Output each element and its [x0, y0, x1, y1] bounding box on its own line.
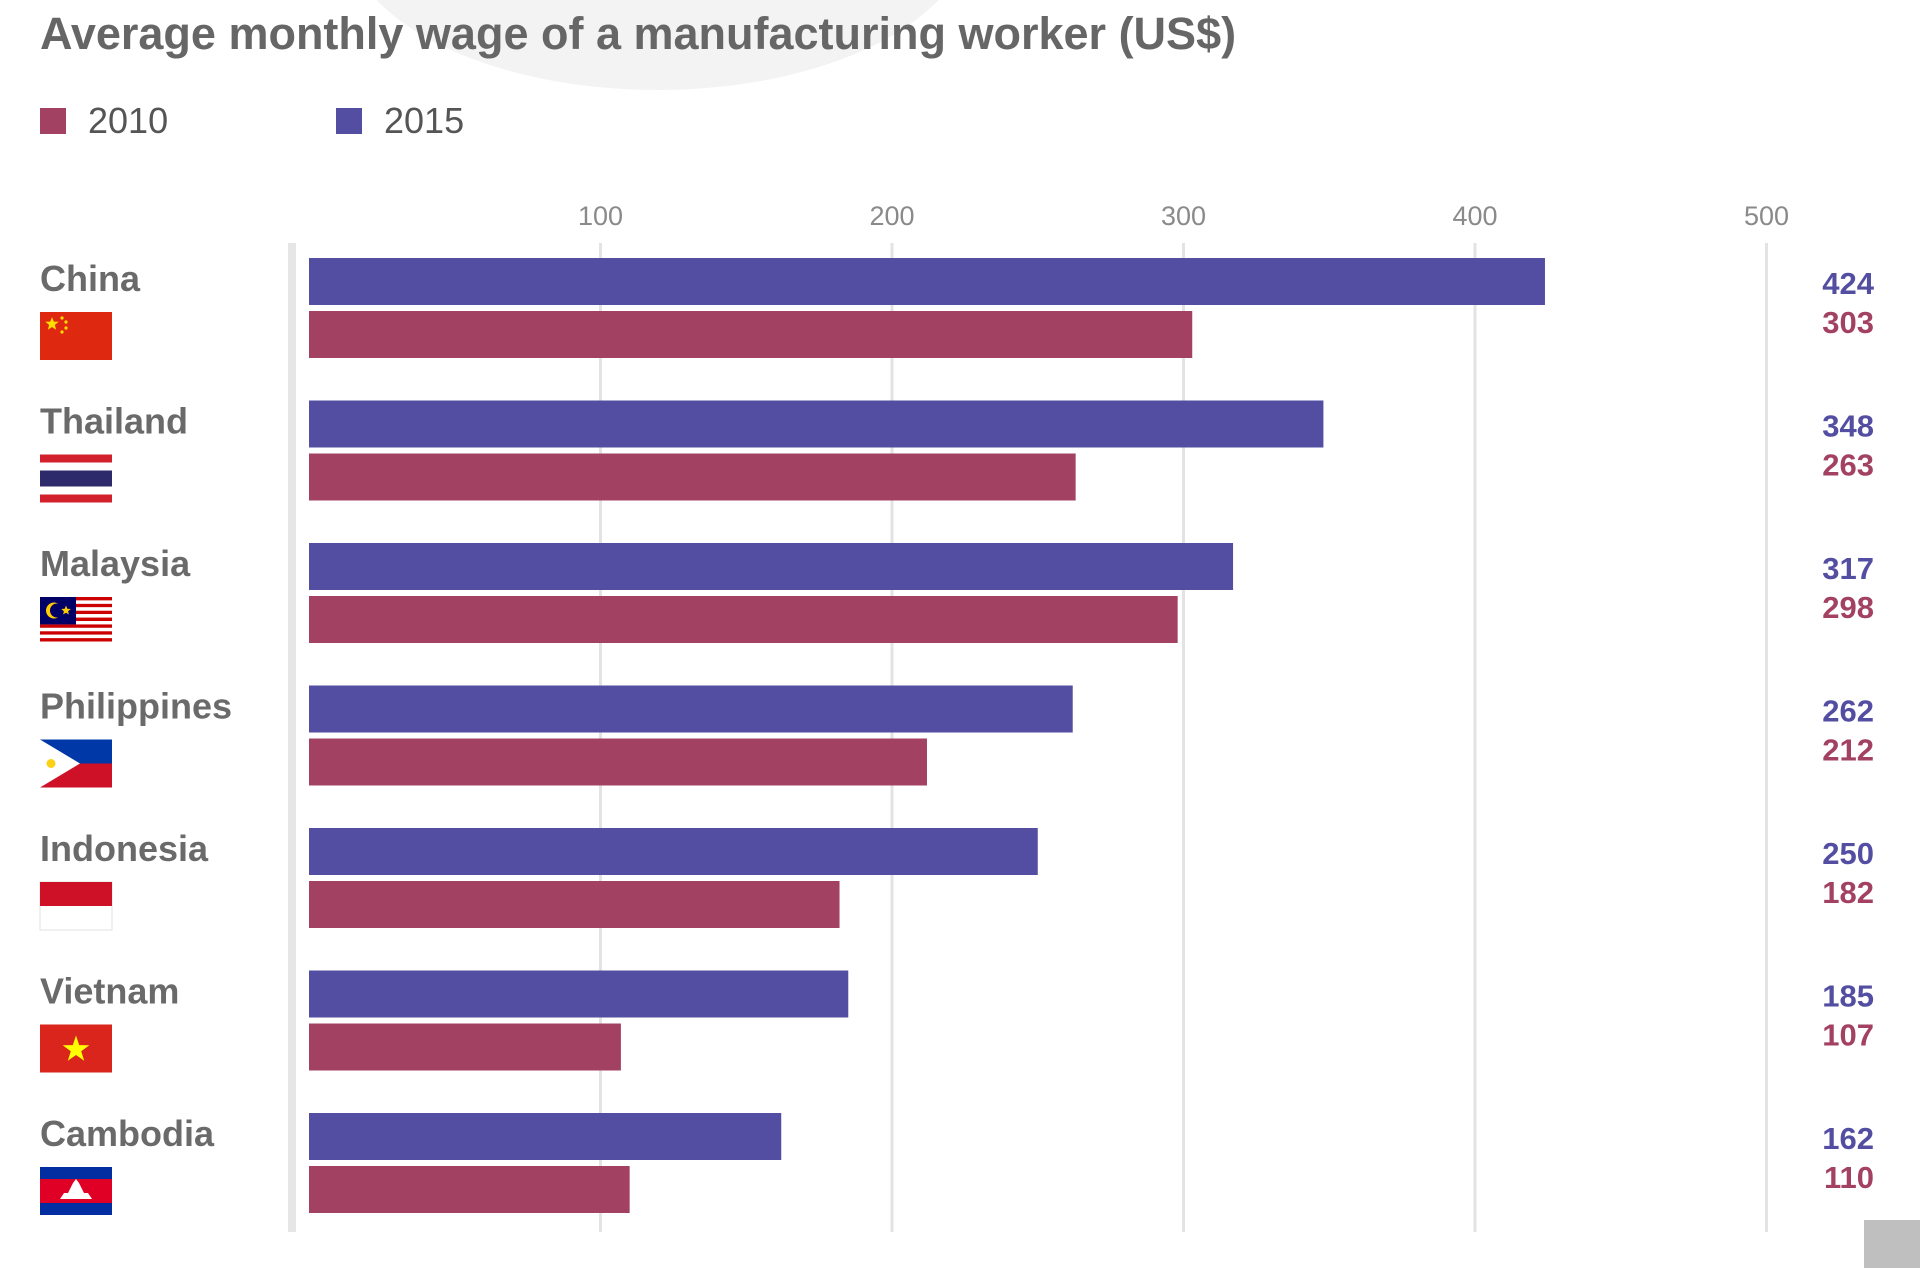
china-flag-icon [40, 312, 112, 360]
bar-malaysia-2015 [309, 543, 1234, 590]
bar-vietnam-2010 [309, 1023, 621, 1071]
bar-thailand-2010 [309, 453, 1076, 501]
value-label-thailand-2015: 348 [1822, 409, 1874, 444]
country-label-vietnam: Vietnam [40, 971, 179, 1012]
bar-philippines-2010 [309, 738, 927, 786]
bar-china-2010 [309, 311, 1193, 358]
country-label-china: China [40, 258, 141, 299]
value-label-thailand-2010: 263 [1822, 448, 1874, 483]
value-label-cambodia-2015: 162 [1822, 1121, 1874, 1156]
value-label-malaysia-2010: 298 [1822, 590, 1874, 625]
bar-philippines-2015 [309, 685, 1073, 733]
scroll-corner [1864, 1220, 1920, 1268]
value-label-vietnam-2015: 185 [1822, 979, 1874, 1014]
legend-item-2015: 2015 [336, 100, 464, 142]
country-label-thailand: Thailand [40, 401, 188, 442]
legend-label-2015: 2015 [384, 100, 465, 141]
bar-thailand-2015 [309, 400, 1324, 448]
x-tick-label-100: 100 [578, 201, 623, 231]
thailand-flag-icon [40, 454, 112, 503]
value-label-cambodia-2010: 110 [1824, 1160, 1874, 1195]
legend-swatch-2015 [336, 108, 362, 134]
value-label-philippines-2015: 262 [1822, 694, 1874, 729]
value-label-china-2015: 424 [1822, 266, 1874, 301]
country-label-malaysia: Malaysia [40, 543, 191, 584]
legend-swatch-2010 [40, 108, 66, 134]
indonesia-flag-icon [39, 881, 113, 931]
cambodia-flag-icon [40, 1167, 112, 1215]
country-label-cambodia: Cambodia [40, 1113, 215, 1154]
bar-malaysia-2010 [309, 596, 1178, 643]
x-tick-label-500: 500 [1744, 201, 1789, 231]
value-label-indonesia-2015: 250 [1822, 836, 1874, 871]
value-label-china-2010: 303 [1822, 305, 1874, 340]
chart-title: Average monthly wage of a manufacturing … [40, 8, 1237, 59]
bar-indonesia-2015 [309, 828, 1038, 875]
value-label-vietnam-2010: 107 [1822, 1018, 1874, 1053]
bar-indonesia-2010 [309, 881, 840, 928]
value-label-philippines-2010: 212 [1822, 733, 1874, 768]
country-label-philippines: Philippines [40, 686, 232, 727]
vietnam-flag-icon [40, 1024, 112, 1073]
bar-china-2015 [309, 258, 1545, 305]
bar-cambodia-2010 [309, 1166, 630, 1213]
legend-label-2010: 2010 [88, 100, 169, 141]
malaysia-flag-icon [40, 597, 112, 645]
country-label-indonesia: Indonesia [40, 828, 209, 869]
philippines-flag-icon [40, 739, 112, 788]
x-tick-label-300: 300 [1161, 201, 1206, 231]
legend-item-2010: 2010 [40, 100, 168, 142]
x-tick-label-200: 200 [869, 201, 914, 231]
x-tick-label-400: 400 [1452, 201, 1497, 231]
value-label-indonesia-2010: 182 [1822, 875, 1874, 910]
value-label-malaysia-2015: 317 [1822, 551, 1874, 586]
bar-vietnam-2015 [309, 970, 849, 1018]
y-axis-band [288, 243, 296, 1232]
bar-cambodia-2015 [309, 1113, 782, 1160]
